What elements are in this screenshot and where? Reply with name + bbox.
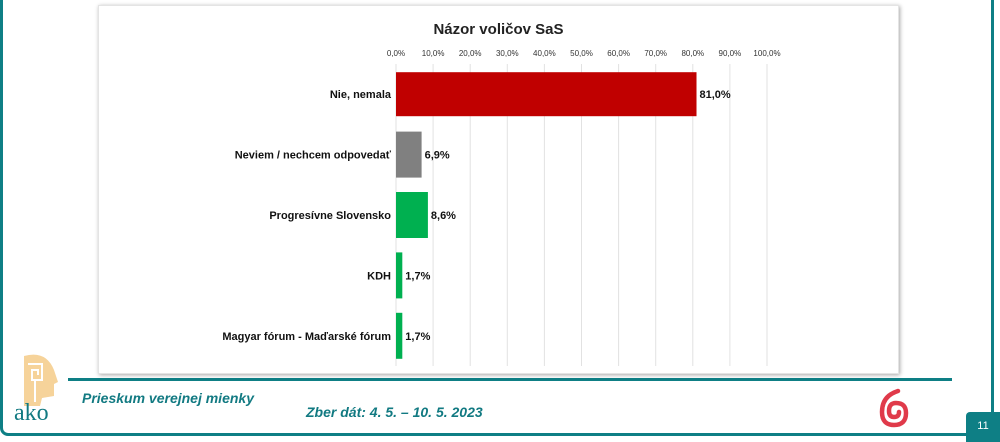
data-label: 81,0%: [700, 89, 731, 101]
data-label: 8,6%: [431, 210, 456, 222]
tick-label: 60,0%: [607, 49, 630, 58]
tick-label: 20,0%: [459, 49, 482, 58]
tick-label: 90,0%: [719, 49, 742, 58]
category-label: Progresívne Slovensko: [269, 210, 391, 222]
page-number: 11: [966, 412, 1000, 442]
chart-container: Názor voličov SaS 0,0% 10,0% 20,0% 30,0% 40,…: [98, 5, 899, 374]
data-label: 1,7%: [405, 270, 430, 282]
bar: [396, 252, 403, 299]
data-label: 6,9%: [425, 150, 450, 162]
bar: [396, 312, 403, 359]
category-label: Magyar fórum - Maďarské fórum: [222, 331, 391, 343]
collection-date: Zber dát: 4. 5. – 10. 5. 2023: [306, 404, 483, 420]
tick-label: 40,0%: [533, 49, 556, 58]
tick-label: 10,0%: [422, 49, 445, 58]
data-label: 1,7%: [405, 331, 430, 343]
category-label: Nie, nemala: [330, 89, 392, 101]
footer-subtitle: Prieskum verejnej mienky: [82, 390, 254, 406]
tick-label: 80,0%: [681, 49, 704, 58]
tick-label: 100,0%: [753, 49, 780, 58]
spiral-logo: [876, 388, 912, 433]
ako-logo: ako: [10, 352, 70, 442]
bar: [396, 192, 428, 238]
category-label: KDH: [367, 270, 391, 282]
bar: [396, 72, 697, 117]
svg-text:ako: ako: [14, 400, 49, 426]
category-label: Neviem / nechcem odpovedať: [235, 150, 392, 162]
tick-label: 0,0%: [387, 49, 405, 58]
bar-chart: 0,0% 10,0% 20,0% 30,0% 40,0% 50,0% 60,0% 70,0% 8…: [222, 49, 781, 366]
bar: [396, 131, 422, 178]
tick-label: 70,0%: [644, 49, 667, 58]
tick-label: 50,0%: [570, 49, 593, 58]
tick-label: 30,0%: [496, 49, 519, 58]
chart-title: Názor voličov SaS: [433, 21, 564, 38]
footer-divider: [68, 378, 952, 381]
